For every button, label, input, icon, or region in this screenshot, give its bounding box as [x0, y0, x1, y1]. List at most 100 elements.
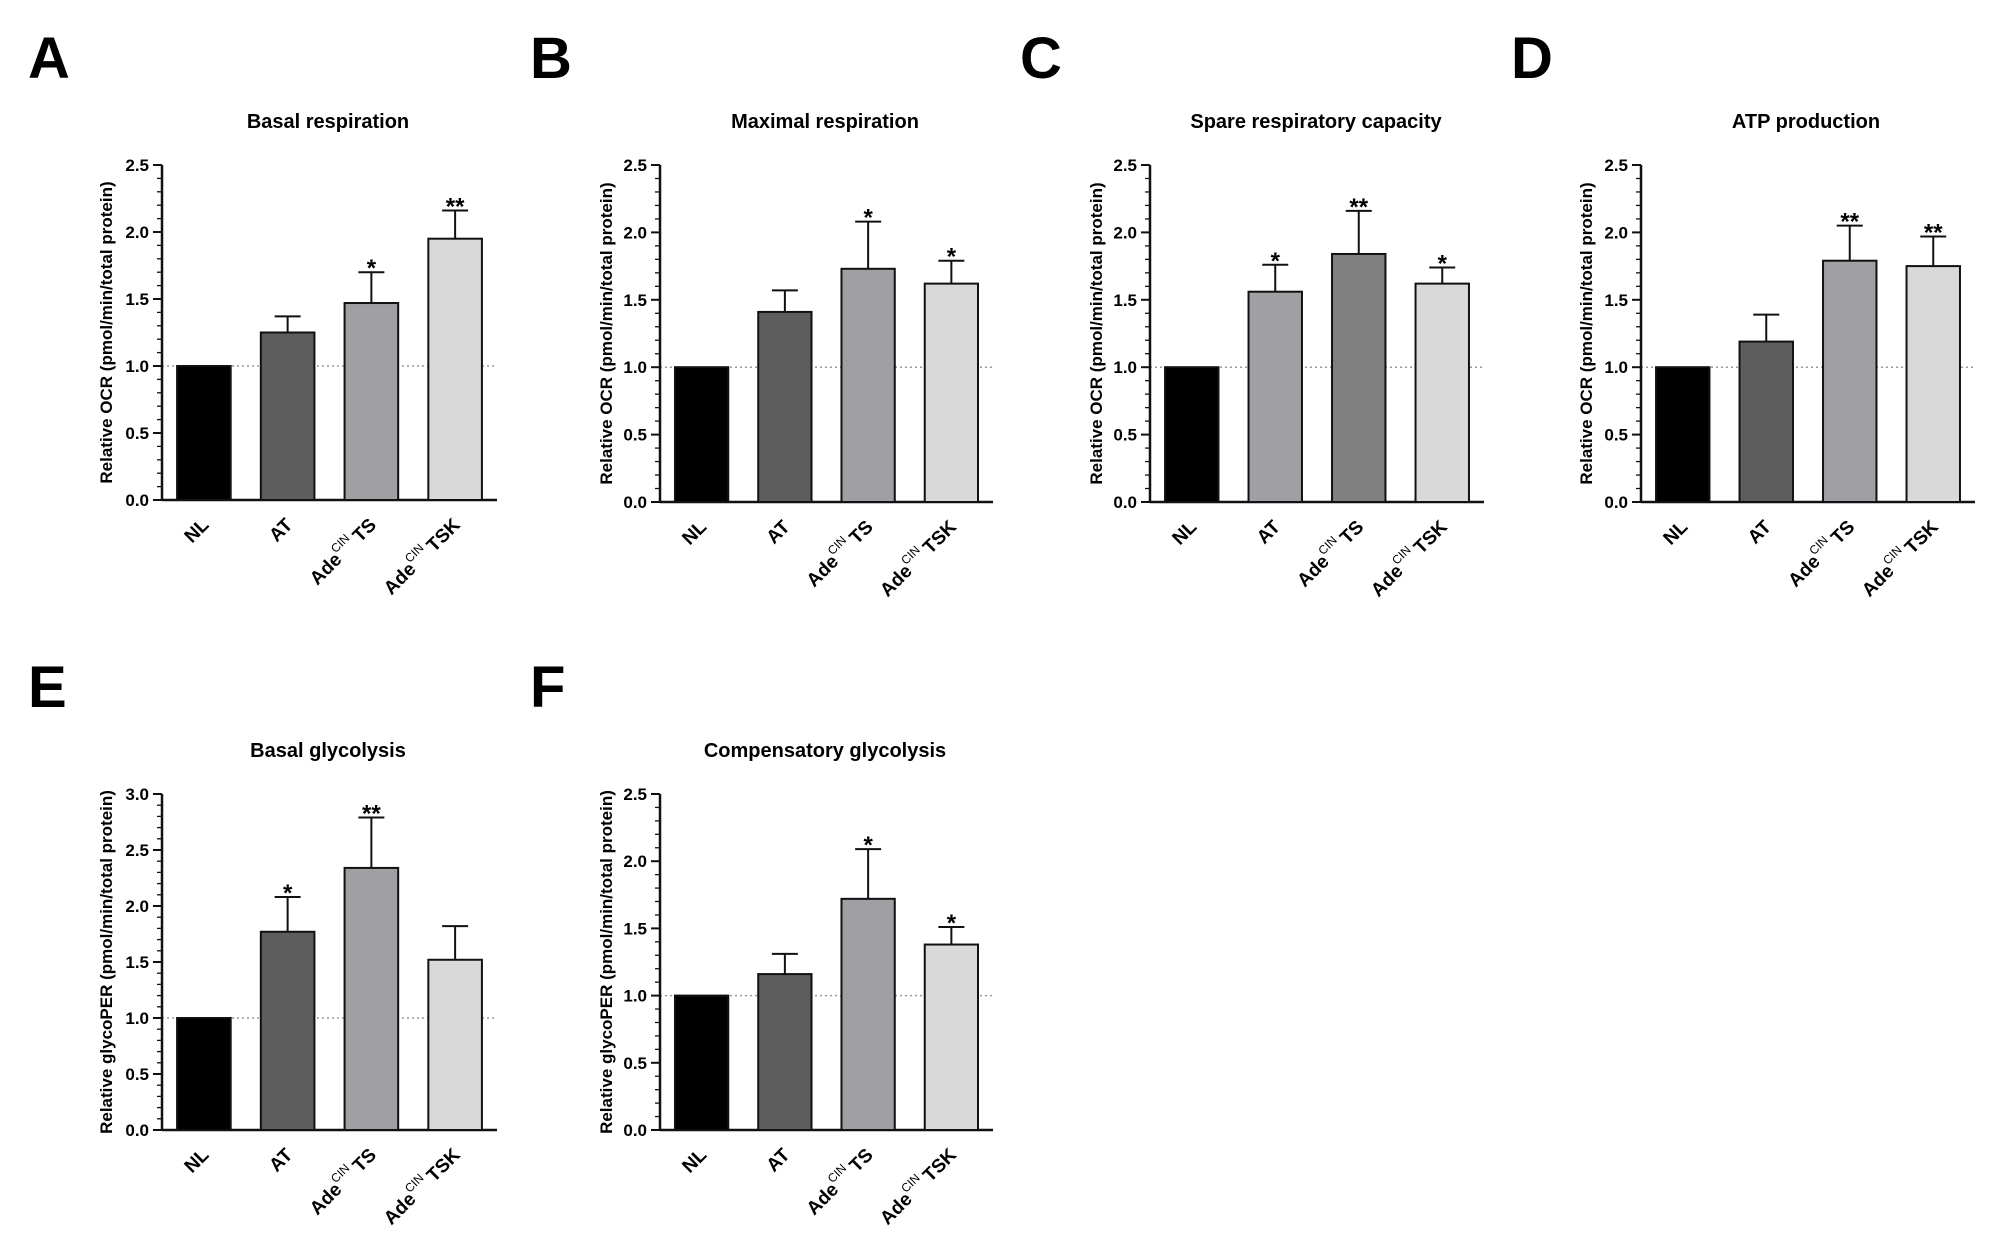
y-axis-label: Relative glycoPER (pmol/min/total protei…	[597, 790, 616, 1134]
y-tick-label: 0.0	[623, 1121, 647, 1140]
bar-ade-tsk	[427, 237, 483, 501]
category-main: Ade	[380, 559, 420, 599]
y-tick-label: 3.0	[125, 785, 149, 804]
x-category-label: NL	[678, 1144, 711, 1177]
y-tick-label: 2.5	[1604, 156, 1628, 175]
y-tick-label: 1.5	[1604, 291, 1628, 310]
significance-marker: **	[1349, 194, 1368, 221]
category-main: AT	[763, 516, 795, 548]
y-axis-label: Relative glycoPER (pmol/min/total protei…	[97, 790, 116, 1134]
significance-marker: *	[863, 205, 873, 232]
panel-c: C Spare respiratory capacity Relative OCR …	[1020, 26, 1484, 601]
bar-at	[1247, 290, 1303, 503]
y-tick-label: 0.5	[125, 1065, 149, 1084]
bar-ade-ts	[343, 866, 400, 1131]
chart-title: Basal respiration	[247, 111, 409, 133]
bar-ade-tsk	[923, 282, 980, 503]
y-tick-label: 1.0	[1113, 358, 1137, 377]
y-tick-label: 1.0	[125, 357, 149, 376]
x-category-label: AdeCINTSK	[377, 511, 465, 599]
category-main: AT	[1253, 516, 1285, 548]
y-tick-label: 1.0	[125, 1009, 149, 1028]
significance-marker: *	[947, 910, 957, 937]
y-tick-label: 2.5	[623, 785, 647, 804]
y-tick-label: 1.5	[1113, 291, 1137, 310]
category-suffix: TSK	[423, 514, 465, 556]
category-main: AT	[1744, 516, 1776, 548]
category-main: Ade	[1784, 551, 1824, 591]
x-category-label: AdeCINTS	[303, 1141, 381, 1219]
category-main: AT	[763, 1144, 795, 1176]
panel-e: E Basal glycolysis Relative glycoPER (pmol…	[28, 655, 497, 1229]
x-category-label: NL	[1169, 516, 1202, 549]
significance-marker: *	[283, 880, 293, 907]
bar-ade-ts	[343, 302, 400, 501]
significance-marker: **	[1924, 219, 1943, 246]
category-main: AT	[265, 514, 297, 546]
y-tick-label: 1.0	[623, 358, 647, 377]
y-axis-label: Relative OCR (pmol/min/total protein)	[1577, 182, 1596, 484]
panel-d: D ATP production Relative OCR (pmol/min/to…	[1511, 26, 1975, 601]
x-category-label: AT	[1253, 516, 1285, 548]
bar-nl	[673, 366, 730, 504]
significance-marker: **	[1840, 209, 1859, 236]
significance-marker: *	[947, 244, 957, 271]
y-tick-label: 0.5	[1113, 426, 1137, 445]
panel-letter: C	[1020, 26, 1062, 91]
bar-ade-ts	[1331, 252, 1387, 503]
category-suffix: TS	[349, 1145, 381, 1177]
category-main: Ade	[1367, 561, 1407, 601]
y-tick-label: 1.0	[623, 987, 647, 1006]
significance-marker: *	[863, 832, 873, 859]
category-suffix: TSK	[919, 1144, 961, 1186]
y-tick-label: 0.0	[125, 491, 149, 510]
panel-letter: A	[28, 26, 70, 91]
bar-nl	[176, 1017, 232, 1131]
category-suffix: TS	[349, 515, 381, 547]
chart-title: Spare respiratory capacity	[1190, 111, 1442, 133]
category-suffix: TSK	[919, 516, 961, 558]
category-suffix: TS	[1336, 517, 1368, 549]
y-tick-label: 1.5	[125, 953, 149, 972]
panel-letter: F	[530, 655, 565, 720]
x-category-label: AdeCINTSK	[1364, 513, 1452, 601]
category-main: NL	[1169, 516, 1202, 549]
category-main: Ade	[306, 1179, 346, 1219]
x-category-label: AT	[265, 1144, 297, 1176]
y-tick-label: 2.5	[125, 841, 149, 860]
category-suffix: TSK	[1410, 516, 1452, 558]
x-category-label: AdeCINTSK	[377, 1141, 465, 1229]
y-tick-label: 0.5	[1604, 426, 1628, 445]
y-tick-label: 0.0	[1113, 493, 1137, 512]
bar-nl	[176, 365, 232, 501]
significance-marker: **	[446, 194, 465, 221]
x-category-label: AdeCINTS	[799, 513, 877, 591]
category-main: Ade	[876, 561, 916, 601]
y-tick-label: 2.5	[125, 156, 149, 175]
bar-at	[259, 930, 316, 1132]
x-category-label: AdeCINTS	[1781, 513, 1859, 591]
category-main: NL	[1660, 516, 1693, 549]
category-main: Ade	[306, 549, 346, 589]
y-tick-label: 2.5	[1113, 156, 1137, 175]
category-main: NL	[678, 1144, 711, 1177]
bar-at	[259, 331, 316, 501]
bar-nl	[673, 994, 730, 1131]
category-main: Ade	[380, 1189, 420, 1229]
x-category-label: NL	[1660, 516, 1693, 549]
panel-letter: E	[28, 655, 67, 720]
y-tick-label: 1.5	[623, 291, 647, 310]
x-category-label: AdeCINTSK	[873, 513, 961, 601]
y-tick-label: 2.0	[125, 897, 149, 916]
x-category-label: AT	[1744, 516, 1776, 548]
bar-nl	[1655, 366, 1711, 504]
x-category-label: AdeCINTS	[799, 1141, 877, 1219]
category-suffix: TSK	[423, 1144, 465, 1186]
y-axis-label: Relative OCR (pmol/min/total protein)	[597, 182, 616, 484]
significance-marker: *	[1438, 250, 1448, 277]
y-tick-label: 1.5	[125, 290, 149, 309]
y-tick-label: 2.0	[125, 223, 149, 242]
bar-ade-tsk	[1414, 282, 1470, 503]
x-category-label: AT	[763, 1144, 795, 1176]
